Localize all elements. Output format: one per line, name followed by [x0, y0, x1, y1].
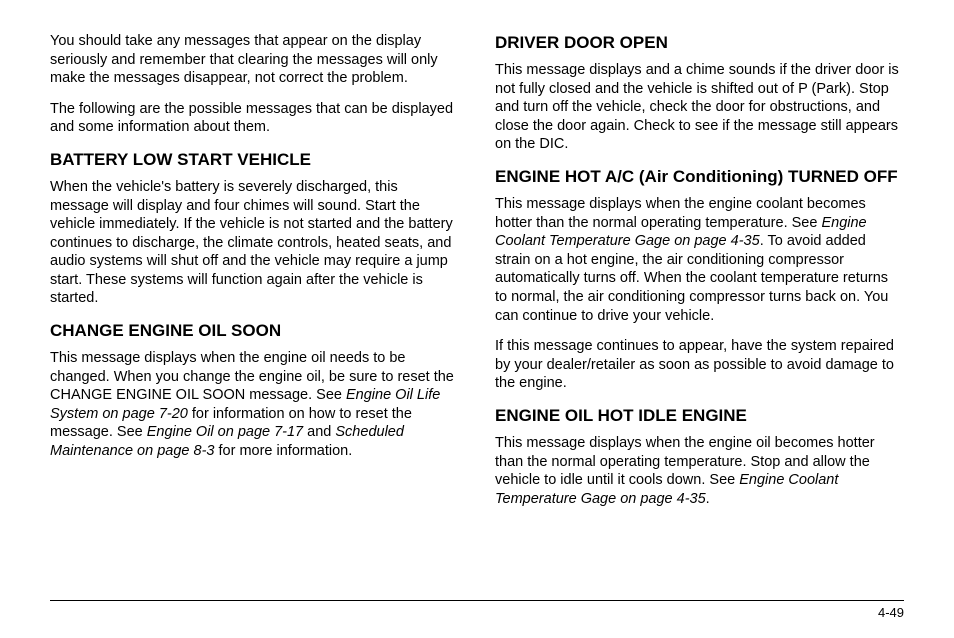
footer-rule — [50, 600, 904, 601]
heading-change-oil: CHANGE ENGINE OIL SOON — [50, 320, 459, 341]
intro-paragraph-1: You should take any messages that appear… — [50, 32, 459, 88]
text-fragment: . — [706, 491, 710, 507]
change-oil-paragraph: This message displays when the engine oi… — [50, 349, 459, 460]
heading-engine-oil-hot: ENGINE OIL HOT IDLE ENGINE — [495, 405, 904, 426]
text-fragment: and — [303, 424, 335, 440]
text-fragment: This message displays when the engine co… — [495, 196, 866, 231]
engine-hot-ac-paragraph-1: This message displays when the engine co… — [495, 195, 904, 325]
two-column-layout: You should take any messages that appear… — [50, 32, 904, 520]
page-footer: 4-49 — [50, 600, 904, 620]
driver-door-paragraph: This message displays and a chime sounds… — [495, 61, 904, 154]
text-fragment: for more information. — [214, 443, 352, 459]
right-column: DRIVER DOOR OPEN This message displays a… — [495, 32, 904, 520]
intro-paragraph-2: The following are the possible messages … — [50, 100, 459, 137]
engine-oil-hot-paragraph: This message displays when the engine oi… — [495, 434, 904, 508]
heading-engine-hot-ac: ENGINE HOT A/C (Air Conditioning) TURNED… — [495, 166, 904, 187]
page-number: 4-49 — [50, 605, 904, 620]
left-column: You should take any messages that appear… — [50, 32, 459, 520]
heading-battery-low: BATTERY LOW START VEHICLE — [50, 149, 459, 170]
battery-low-paragraph: When the vehicle's battery is severely d… — [50, 178, 459, 308]
engine-hot-ac-paragraph-2: If this message continues to appear, hav… — [495, 337, 904, 393]
xref-engine-oil: Engine Oil on page 7-17 — [147, 424, 303, 440]
heading-driver-door: DRIVER DOOR OPEN — [495, 32, 904, 53]
